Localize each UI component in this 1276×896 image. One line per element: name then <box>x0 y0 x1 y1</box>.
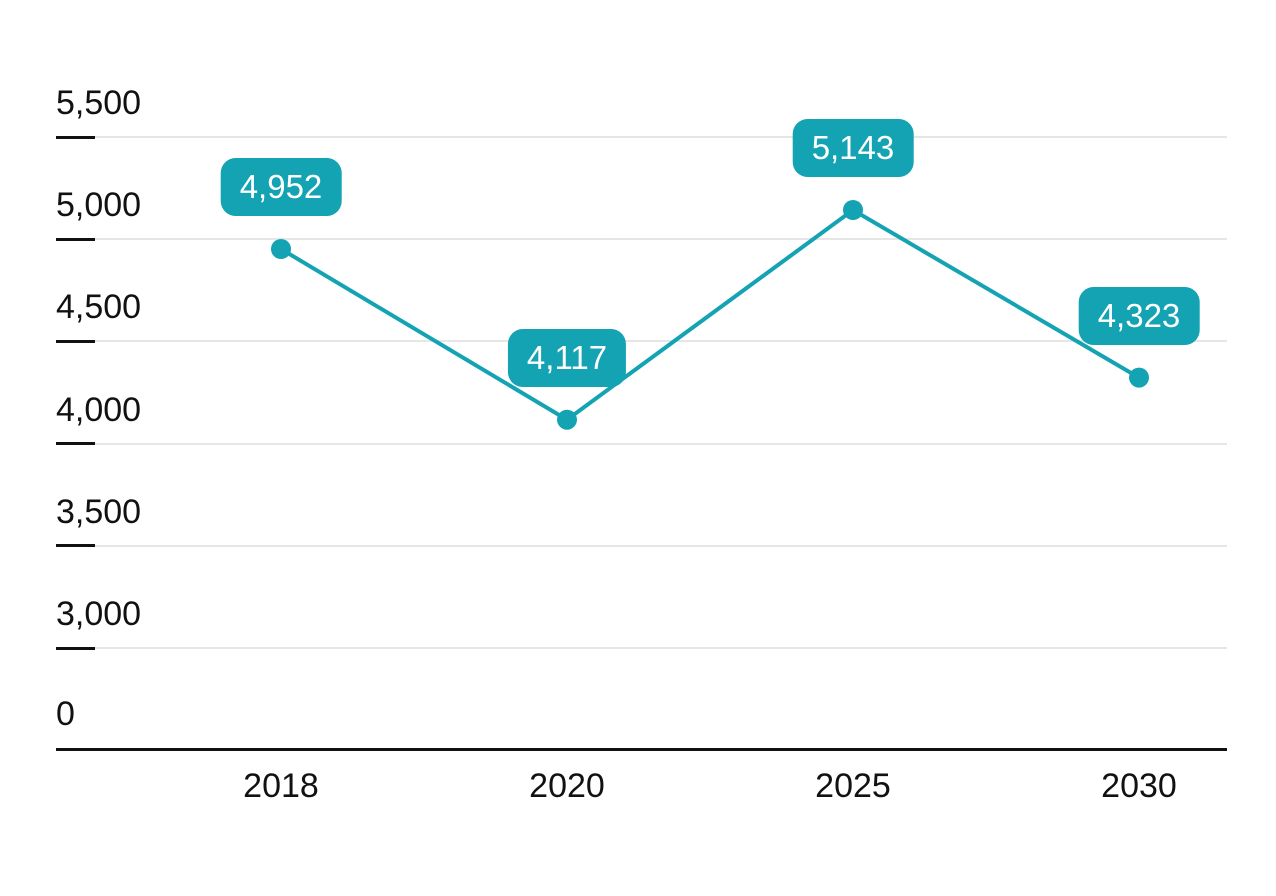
x-axis-label: 2025 <box>815 767 891 805</box>
y-gridline <box>95 442 1227 445</box>
y-tick-mark <box>56 339 95 343</box>
y-axis-tick-label: 0 <box>56 695 75 733</box>
data-point-label: 5,143 <box>792 118 914 177</box>
y-axis-tick-label: 4,500 <box>56 288 142 327</box>
y-tick-mark <box>56 544 95 548</box>
y-axis-tick-label: 5,000 <box>56 186 142 225</box>
y-axis-tick-label: 3,500 <box>56 492 142 531</box>
y-gridline <box>95 136 1227 138</box>
y-axis-tick-label: 5,500 <box>56 84 142 122</box>
x-axis-label: 2018 <box>243 767 319 805</box>
x-axis-label: 2020 <box>529 767 605 805</box>
y-tick-mark <box>56 646 95 650</box>
x-axis-label: 2030 <box>1101 767 1177 805</box>
y-tick-mark <box>56 442 95 446</box>
y-axis-tick-label: 3,000 <box>56 595 142 633</box>
y-gridline <box>95 544 1227 547</box>
x-axis-baseline <box>56 748 1227 751</box>
y-axis-tick-label: 4,000 <box>56 390 142 429</box>
y-gridline <box>95 647 1227 649</box>
y-tick-mark <box>56 135 95 139</box>
y-tick-mark <box>56 237 95 241</box>
data-point-label: 4,117 <box>507 328 627 387</box>
data-point-label: 4,952 <box>220 158 342 216</box>
data-point-label: 4,323 <box>1078 286 1200 345</box>
